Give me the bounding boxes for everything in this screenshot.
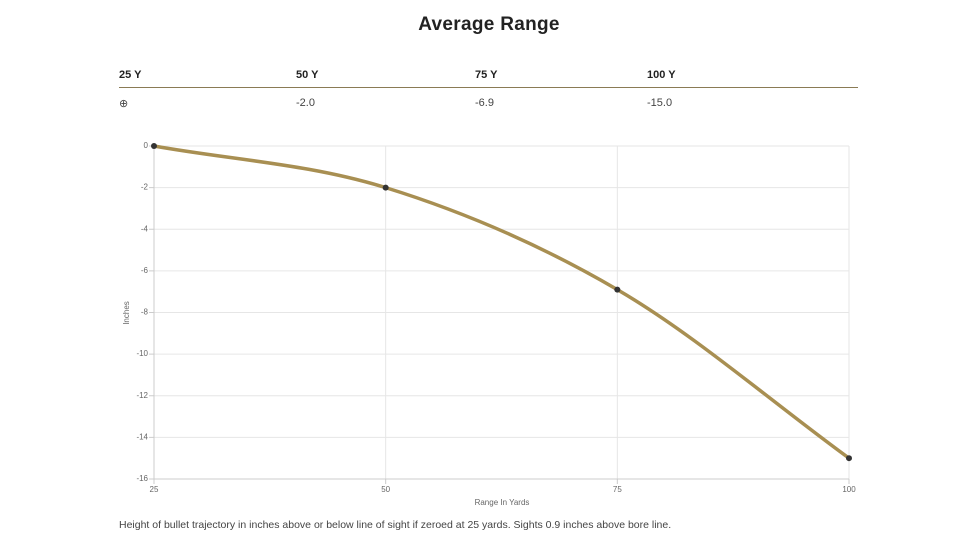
- table-header: 100 Y: [647, 69, 676, 81]
- title: Average Range: [418, 14, 560, 35]
- table-header: 75 Y: [475, 69, 498, 81]
- point: [151, 143, 157, 149]
- y-tick-label: -10: [136, 349, 148, 358]
- y-tick-label: 0: [144, 141, 149, 150]
- y-tick-label: -14: [136, 432, 148, 441]
- y-tick-label: -16: [136, 474, 148, 483]
- table-rule: [119, 87, 858, 88]
- y-tick-label: -6: [141, 266, 149, 275]
- table-cell: -15.0: [647, 97, 673, 109]
- x-tick-label: 75: [613, 485, 622, 494]
- y-tick-label: -12: [136, 391, 148, 400]
- y-tick-label: -4: [141, 224, 149, 233]
- point: [614, 286, 621, 293]
- x-tick-label: 100: [842, 485, 856, 494]
- point: [382, 184, 389, 191]
- y-tick-label: -8: [141, 308, 149, 317]
- point: [846, 455, 852, 462]
- table-header: 50 Y: [296, 69, 319, 81]
- table-cell: ⊕: [119, 98, 129, 110]
- x-tick-label: 25: [150, 485, 159, 494]
- series-line: [153, 144, 851, 460]
- y-tick-label: -2: [141, 183, 149, 192]
- y-axis-label: Inches: [122, 301, 131, 325]
- footnote: Height of bullet trajectory in inches ab…: [119, 519, 672, 531]
- table-cell: -2.0: [296, 97, 315, 109]
- x-axis-label: Range In Yards: [475, 498, 530, 507]
- x-tick-label: 50: [381, 485, 390, 494]
- table-cell: -6.9: [475, 97, 494, 109]
- table-header: 25 Y: [119, 69, 142, 81]
